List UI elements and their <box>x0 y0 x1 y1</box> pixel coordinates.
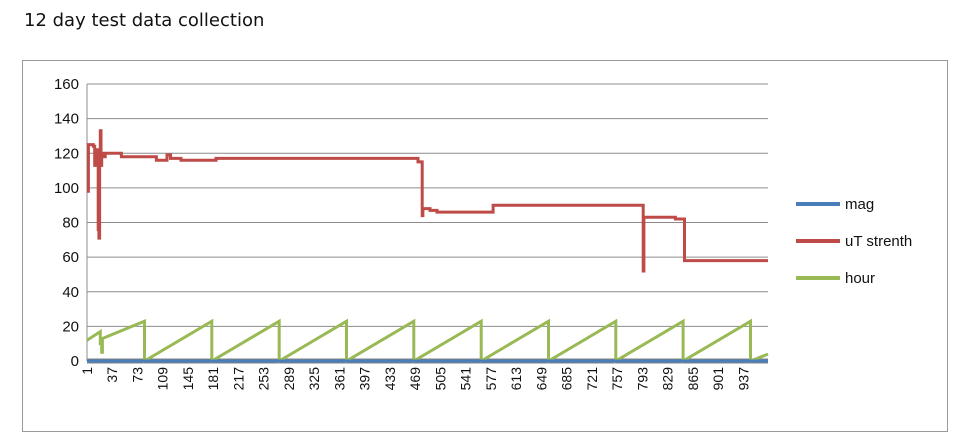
x-tick-label: 325 <box>306 367 322 391</box>
x-tick-label: 253 <box>256 367 272 391</box>
x-tick-label: 469 <box>407 367 423 391</box>
legend-label: uT strenth <box>845 233 912 250</box>
y-tick-label: 120 <box>54 145 79 162</box>
y-tick-label: 100 <box>54 180 79 197</box>
x-tick-label: 37 <box>104 367 120 383</box>
legend: mag uT strenth hour <box>796 196 912 287</box>
x-tick-label: 433 <box>382 367 398 391</box>
line-chart: 0 20 40 60 80 100 120 140 160 1 37 73 109 145 181 217 2… <box>54 76 912 391</box>
x-tick-label: 1 <box>79 367 95 375</box>
x-tick-label: 505 <box>432 367 448 391</box>
y-axis-ticks: 0 20 40 60 80 100 120 140 160 <box>54 76 79 370</box>
x-tick-label: 397 <box>357 367 373 391</box>
y-tick-label: 140 <box>54 111 79 128</box>
x-axis-ticks: 1 37 73 109 145 181 217 253 289 325 361 397 433 469 50… <box>79 367 751 391</box>
x-tick-label: 793 <box>634 367 650 391</box>
x-tick-label: 829 <box>660 367 676 391</box>
y-tick-label: 0 <box>71 353 79 370</box>
x-tick-label: 757 <box>609 367 625 391</box>
y-tick-label: 20 <box>62 318 79 335</box>
x-tick-label: 685 <box>559 367 575 391</box>
x-tick-label: 217 <box>230 367 246 391</box>
x-tick-label: 289 <box>281 367 297 391</box>
x-tick-label: 649 <box>533 367 549 391</box>
y-tick-label: 80 <box>62 215 79 232</box>
x-tick-label: 937 <box>735 367 751 391</box>
series-line-hour <box>86 318 769 364</box>
legend-label: mag <box>845 196 874 213</box>
x-tick-label: 865 <box>685 367 701 391</box>
chart-frame: 0 20 40 60 80 100 120 140 160 1 37 73 109 145 181 217 2… <box>22 60 948 432</box>
page-title: 12 day test data collection <box>24 10 265 31</box>
x-tick-label: 73 <box>129 367 145 383</box>
x-tick-label: 109 <box>155 367 171 391</box>
x-tick-label: 181 <box>205 367 221 391</box>
series-line-ut-strenth <box>86 129 768 273</box>
gridlines <box>86 83 768 364</box>
x-tick-label: 541 <box>458 367 474 391</box>
x-tick-label: 901 <box>710 367 726 391</box>
x-tick-label: 613 <box>508 367 524 391</box>
x-tick-label: 577 <box>483 367 499 391</box>
x-tick-label: 145 <box>180 367 196 391</box>
series-lines <box>86 129 769 364</box>
x-tick-label: 721 <box>584 367 600 391</box>
y-tick-label: 40 <box>62 284 79 301</box>
y-tick-label: 160 <box>54 76 79 93</box>
x-tick-label: 361 <box>331 367 347 391</box>
y-tick-label: 60 <box>62 249 79 266</box>
legend-label: hour <box>845 270 875 287</box>
